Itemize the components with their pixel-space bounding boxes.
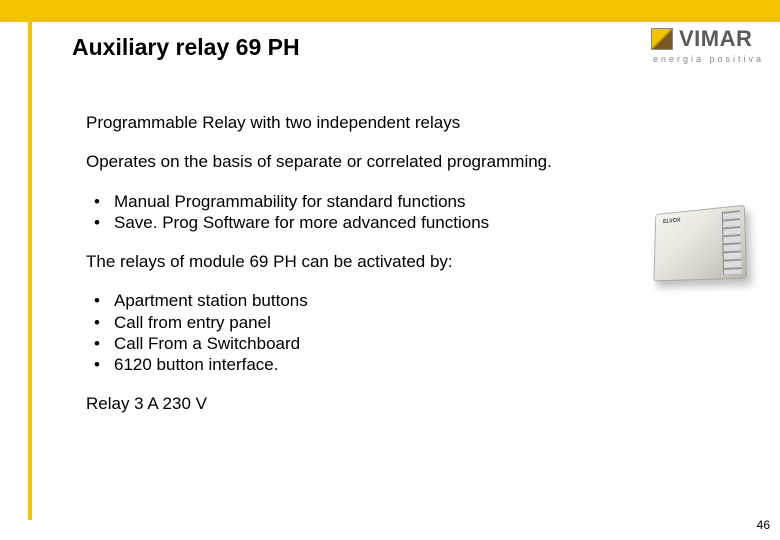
intro-line-1: Programmable Relay with two independent … bbox=[86, 112, 646, 133]
brand-name: VIMAR bbox=[679, 26, 752, 52]
slide-body: Programmable Relay with two independent … bbox=[86, 112, 646, 433]
product-image: ELVOX bbox=[638, 200, 758, 295]
device-brand-label: ELVOX bbox=[663, 218, 681, 225]
list-item: Save. Prog Software for more advanced fu… bbox=[86, 212, 646, 233]
slide-title: Auxiliary relay 69 PH bbox=[72, 34, 300, 61]
brand-logo-icon bbox=[651, 28, 673, 50]
header-accent-bar bbox=[0, 0, 780, 22]
activation-list: Apartment station buttons Call from entr… bbox=[86, 290, 646, 375]
list-item: Call from entry panel bbox=[86, 312, 646, 333]
feature-list: Manual Programmability for standard func… bbox=[86, 191, 646, 234]
intro-line-2: Operates on the basis of separate or cor… bbox=[86, 151, 646, 172]
list-item: Apartment station buttons bbox=[86, 290, 646, 311]
device-terminals bbox=[722, 210, 742, 274]
relay-spec: Relay 3 A 230 V bbox=[86, 393, 646, 414]
side-accent-bar bbox=[28, 22, 32, 520]
brand-logo: VIMAR energia positiva bbox=[651, 26, 764, 64]
brand-tagline: energia positiva bbox=[651, 54, 764, 64]
list-item: 6120 button interface. bbox=[86, 354, 646, 375]
list-item: Manual Programmability for standard func… bbox=[86, 191, 646, 212]
activation-intro: The relays of module 69 PH can be activa… bbox=[86, 251, 646, 272]
list-item: Call From a Switchboard bbox=[86, 333, 646, 354]
page-number: 46 bbox=[757, 518, 770, 532]
